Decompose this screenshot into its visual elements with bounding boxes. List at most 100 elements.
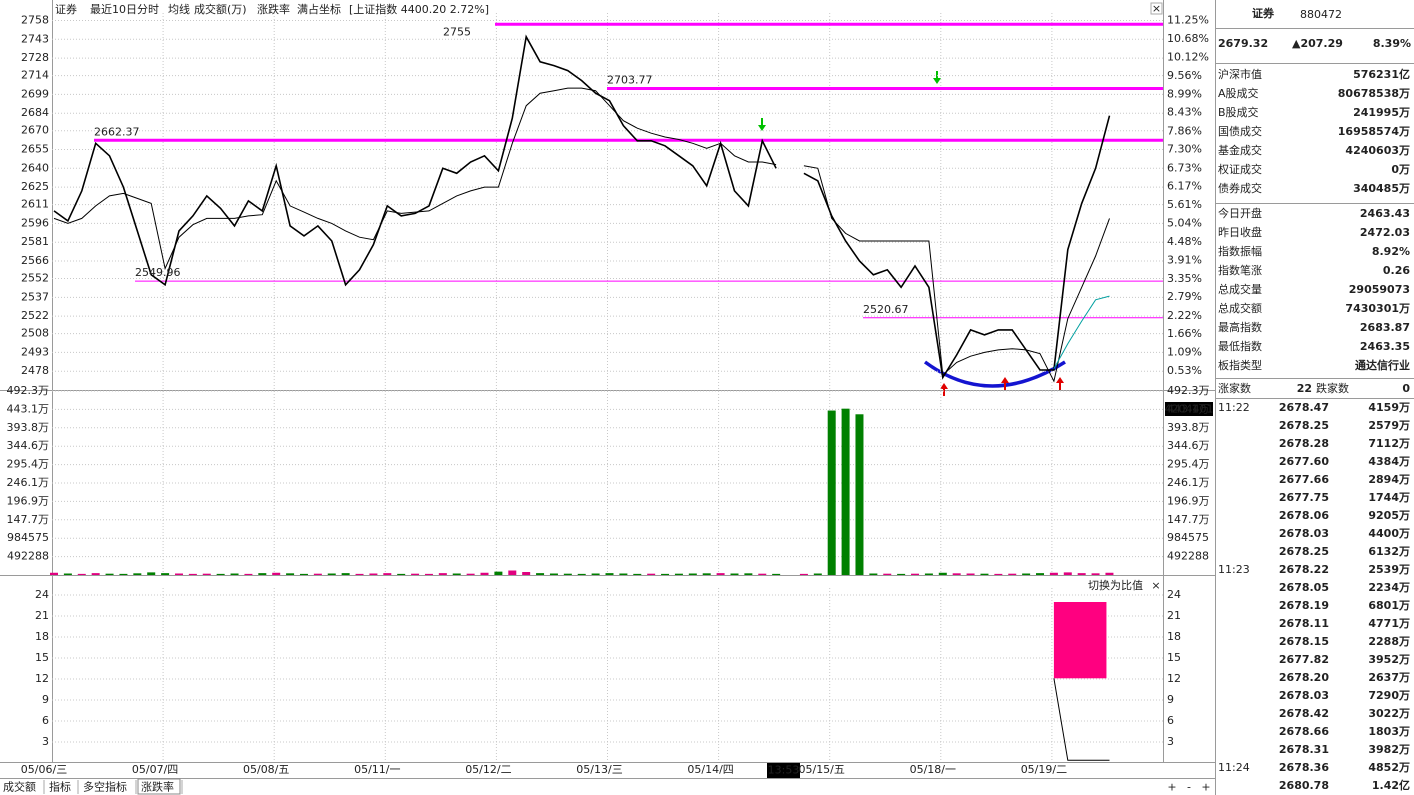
tick-time: 11:23 (1218, 563, 1250, 576)
stat-value: 2463.35 (1360, 340, 1410, 353)
stat-label: 总成交量 (1218, 282, 1262, 296)
tick-volume: 1744万 (1368, 491, 1410, 504)
volume-bar (452, 573, 461, 575)
stat-label: 国债成交 (1218, 124, 1262, 138)
y-tick-label-right: 393.8万 (1167, 421, 1210, 434)
stat-value: 通达信行业 (1355, 358, 1410, 372)
tick-price: 2678.42 (1279, 707, 1329, 720)
y-tick-label: 295.4万 (7, 458, 50, 471)
tick-price: 2678.15 (1279, 635, 1329, 648)
y-tick-label: 2537 (21, 290, 49, 303)
down-arrow (933, 71, 941, 84)
tick-volume: 4771万 (1368, 617, 1410, 630)
stat-label: A股成交 (1218, 86, 1259, 100)
tick-volume: 2234万 (1368, 581, 1410, 594)
tick-price: 2678.19 (1279, 599, 1329, 612)
index-info: [上证指数 4400.20 2.72%] (349, 2, 489, 16)
y-tick-label: 2596 (21, 216, 49, 229)
zoom-control[interactable]: - (1187, 781, 1191, 794)
y-tick-label-right: 295.4万 (1167, 458, 1210, 471)
header-item[interactable]: 均线 (168, 2, 190, 16)
y-tick-label: 246.1万 (7, 476, 50, 489)
stat-value: 8.92% (1372, 245, 1410, 258)
switch-ratio[interactable]: 切换为比值 (1088, 578, 1143, 592)
y-tick-label-right: 12 (1167, 672, 1181, 685)
zoom-control[interactable]: + (1201, 781, 1210, 794)
tick-price: 2678.31 (1279, 743, 1329, 756)
y-tick-label: 2670 (21, 124, 49, 137)
tick-price: 2678.28 (1279, 437, 1329, 450)
volume-bar (258, 573, 267, 575)
cursor-time: 13:53 (768, 764, 800, 777)
header-item[interactable]: 涨跌率 (257, 2, 290, 16)
volume-bar (1008, 573, 1017, 575)
y-tick-label: 3 (42, 735, 49, 748)
close-box[interactable] (1150, 2, 1163, 15)
y-tick-label: 196.9万 (7, 494, 50, 507)
y-tick-label: 21 (35, 609, 49, 622)
stat-value: 241995万 (1353, 106, 1410, 119)
tab[interactable]: 成交额 (3, 780, 36, 794)
stat-value: 0.26 (1383, 264, 1410, 277)
tick-volume: 3022万 (1368, 707, 1410, 720)
y-tick-label: 2625 (21, 180, 49, 193)
tick-price: 2678.03 (1279, 527, 1329, 540)
volume-bar (827, 410, 836, 575)
zoom-control[interactable]: + (1167, 781, 1176, 794)
volume-bar (1036, 573, 1045, 575)
tab[interactable]: 多空指标 (83, 780, 127, 794)
y-tick-label: 6 (42, 714, 49, 727)
tick-volume: 1.42亿 (1372, 778, 1410, 792)
y-tick-label: 2640 (21, 161, 49, 174)
volume-bar (63, 573, 72, 575)
y-tick-label: 9 (42, 693, 49, 706)
stat-value: 80678538万 (1338, 87, 1410, 100)
quote-pct: 8.39% (1373, 37, 1411, 50)
stat-value: 4240603万 (1345, 144, 1410, 157)
volume-bar (938, 572, 947, 575)
stat-label: 昨日收盘 (1218, 225, 1262, 239)
y-tick-label: 2714 (21, 69, 49, 82)
tick-time: 11:22 (1218, 401, 1250, 414)
volume-bar (536, 573, 545, 575)
tab[interactable]: 涨跌率 (141, 780, 174, 794)
panel-close[interactable]: × (1151, 579, 1160, 592)
volume-bar (605, 573, 614, 575)
tick-volume: 3952万 (1368, 653, 1410, 666)
y-tick-label: 492288 (7, 550, 49, 563)
quote-change: ▲207.29 (1292, 37, 1343, 50)
volume-bar (313, 573, 322, 575)
y2-tick-label: 6.17% (1167, 180, 1202, 193)
tick-volume: 2579万 (1368, 419, 1410, 432)
volume-bar (980, 573, 989, 575)
stat-value: 29059073 (1349, 283, 1410, 296)
stat-value: 576231亿 (1353, 67, 1410, 81)
volume-bar (688, 573, 697, 575)
tick-volume: 9205万 (1368, 509, 1410, 522)
y2-tick-label: 10.12% (1167, 50, 1209, 63)
y-tick-label: 443.1万 (7, 402, 50, 415)
volume-bar (674, 573, 683, 575)
level-label: 2755 (443, 25, 471, 38)
header-item[interactable]: 满占坐标 (297, 2, 341, 16)
volume-bar (424, 573, 433, 575)
stat-label: 沪深市值 (1218, 67, 1262, 81)
symbol-name: 证券 (55, 2, 77, 16)
close-button[interactable]: × (1152, 2, 1161, 15)
y-tick-label: 2611 (21, 198, 49, 211)
header-item[interactable]: 最近10日分时 (90, 3, 159, 16)
y-tick-label: 2508 (21, 327, 49, 340)
x-tick-label: 05/13/三 (576, 763, 622, 776)
tick-volume: 1803万 (1368, 725, 1410, 738)
up-arrow (1001, 377, 1009, 390)
tab[interactable]: 指标 (49, 780, 71, 794)
volume-bar (702, 573, 711, 575)
y-tick-label: 2684 (21, 106, 49, 119)
header-item[interactable]: 成交额(万) (194, 2, 247, 16)
tick-price: 2678.25 (1279, 419, 1329, 432)
volume-bar (911, 573, 920, 575)
x-tick-label: 05/18/一 (910, 763, 956, 776)
y2-tick-label: 6.73% (1167, 161, 1202, 174)
y-tick-label: 2758 (21, 14, 49, 27)
